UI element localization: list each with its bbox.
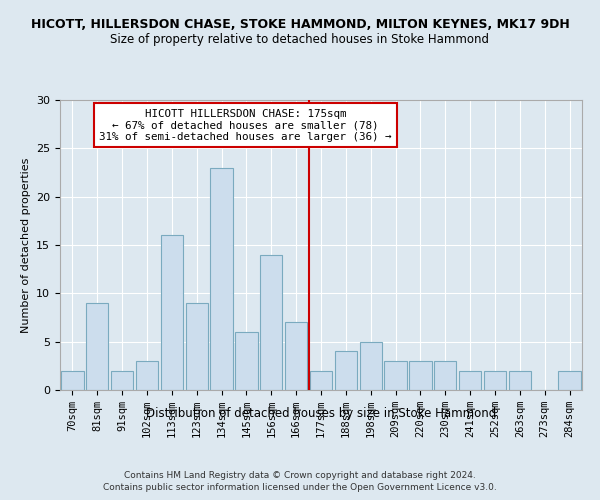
Text: Size of property relative to detached houses in Stoke Hammond: Size of property relative to detached ho… bbox=[110, 32, 490, 46]
Bar bbox=[211, 168, 233, 390]
Bar bbox=[335, 352, 357, 390]
Bar bbox=[385, 361, 407, 390]
Bar bbox=[161, 236, 183, 390]
Bar bbox=[136, 361, 158, 390]
Text: HICOTT, HILLERSDON CHASE, STOKE HAMMOND, MILTON KEYNES, MK17 9DH: HICOTT, HILLERSDON CHASE, STOKE HAMMOND,… bbox=[31, 18, 569, 30]
Bar bbox=[409, 361, 431, 390]
Bar bbox=[61, 370, 83, 390]
Bar bbox=[260, 254, 283, 390]
Text: HICOTT HILLERSDON CHASE: 175sqm
← 67% of detached houses are smaller (78)
31% of: HICOTT HILLERSDON CHASE: 175sqm ← 67% of… bbox=[99, 108, 392, 142]
Bar bbox=[359, 342, 382, 390]
Bar bbox=[86, 303, 109, 390]
Bar bbox=[235, 332, 257, 390]
Bar bbox=[111, 370, 133, 390]
Text: Contains public sector information licensed under the Open Government Licence v3: Contains public sector information licen… bbox=[103, 484, 497, 492]
Bar bbox=[310, 370, 332, 390]
Text: Distribution of detached houses by size in Stoke Hammond: Distribution of detached houses by size … bbox=[146, 408, 496, 420]
Y-axis label: Number of detached properties: Number of detached properties bbox=[20, 158, 31, 332]
Bar bbox=[434, 361, 457, 390]
Bar bbox=[559, 370, 581, 390]
Bar bbox=[484, 370, 506, 390]
Text: Contains HM Land Registry data © Crown copyright and database right 2024.: Contains HM Land Registry data © Crown c… bbox=[124, 471, 476, 480]
Bar bbox=[459, 370, 481, 390]
Bar bbox=[285, 322, 307, 390]
Bar bbox=[509, 370, 531, 390]
Bar bbox=[185, 303, 208, 390]
